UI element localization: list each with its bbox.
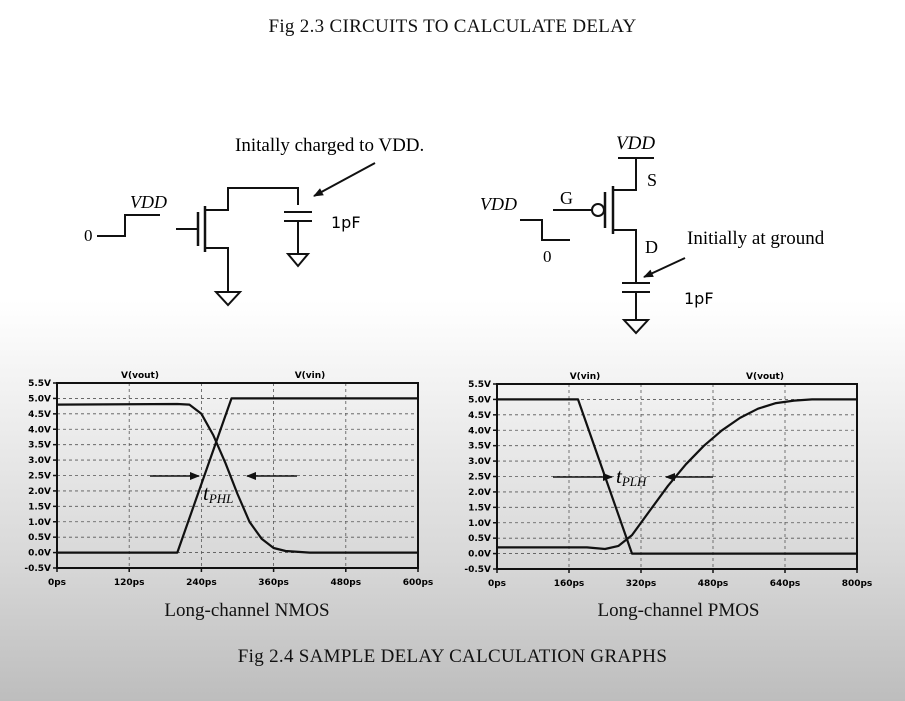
- pmos-x-tick-label: 800ps: [842, 579, 873, 589]
- pmos-delay-chart: 5.5V 5.0V 4.5V 4.0V 3.5V 3.0V 2.5V 2.0V 1.5V 1.0V…: [464, 372, 872, 589]
- nmos-cap-label: 1pF: [331, 213, 361, 232]
- nmos-annotation: Initally charged to VDD.: [235, 135, 424, 156]
- pmos-y-tick-label: 5.5V: [468, 380, 491, 390]
- pmos-chart-subtitle: Long-channel PMOS: [597, 600, 760, 621]
- nmos-x-tick-label: 360ps: [258, 578, 289, 588]
- pmos-circuit: [520, 157, 686, 335]
- pmos-drain-label: D: [645, 237, 658, 257]
- nmos-y-tick-label: 5.0V: [28, 394, 51, 404]
- nmos-input-low-label: 0: [84, 226, 93, 245]
- nmos-y-tick-label: 0.0V: [28, 549, 51, 559]
- pmos-cap-label: 1pF: [684, 289, 714, 308]
- pmos-y-tick-label: 1.5V: [468, 503, 491, 513]
- pmos-gate-label: G: [560, 188, 573, 208]
- nmos-y-tick-label: 1.5V: [28, 502, 51, 512]
- nmos-x-tick-label: 240ps: [186, 578, 217, 588]
- nmos-y-tick-label: 3.5V: [28, 441, 51, 451]
- pmos-x-tick-label: 640ps: [770, 579, 801, 589]
- nmos-y-tick-label: 4.0V: [28, 425, 51, 435]
- pmos-y-tick-label: 0.5V: [468, 534, 491, 544]
- nmos-y-tick-label: 3.0V: [28, 456, 51, 466]
- figure-2-4-caption: Fig 2.4 SAMPLE DELAY CALCULATION GRAPHS: [237, 646, 668, 667]
- pmos-series-label: V(vout): [746, 372, 784, 382]
- pmos-y-tick-label: 0.0V: [468, 550, 491, 560]
- pmos-series-vvout: [497, 398, 857, 551]
- pmos-x-tick-label: 480ps: [698, 579, 729, 589]
- pmos-y-tick-label: 2.0V: [468, 488, 491, 498]
- nmos-x-tick-label: 480ps: [331, 578, 362, 588]
- nmos-y-tick-label: 1.0V: [28, 518, 51, 528]
- pmos-y-tick-label: 1.0V: [468, 519, 491, 529]
- pmos-y-tick-label: 2.5V: [468, 473, 491, 483]
- pmos-x-tick-label: 320ps: [626, 579, 657, 589]
- nmos-input-step: [97, 214, 160, 237]
- nmos-chart-subtitle: Long-channel NMOS: [164, 600, 330, 621]
- pmos-y-tick-label: 4.0V: [468, 426, 491, 436]
- nmos-delay-annotation: tPHL: [203, 481, 233, 506]
- nmos-series-label: V(vout): [121, 371, 159, 381]
- nmos-y-tick-label: 2.0V: [28, 487, 51, 497]
- pmos-delay-annotation: tPLH: [616, 464, 647, 489]
- pmos-annotation: Initially at ground: [687, 228, 825, 249]
- nmos-delay-chart: 5.5V 5.0V 4.5V 4.0V 3.5V 3.0V 2.5V 2.0V 1.5V 1.0V…: [24, 371, 433, 588]
- pmos-series-label: V(vin): [570, 372, 601, 382]
- nmos-y-tick-label: -0.5V: [24, 564, 51, 574]
- pmos-y-tick-label: 3.5V: [468, 442, 491, 452]
- pmos-supply-label: VDD: [616, 133, 655, 154]
- nmos-series-label: V(vin): [295, 371, 326, 381]
- nmos-series-vvout: [56, 402, 418, 554]
- pmos-y-tick-label: 5.0V: [468, 395, 491, 405]
- pmos-input-high-label: VDD: [480, 194, 517, 214]
- pmos-source-label: S: [647, 170, 657, 190]
- pmos-y-tick-label: -0.5V: [464, 565, 491, 575]
- nmos-y-tick-label: 4.5V: [28, 410, 51, 420]
- pmos-y-tick-label: 3.0V: [468, 457, 491, 467]
- nmos-circuit: [97, 162, 376, 307]
- nmos-y-tick-label: 2.5V: [28, 472, 51, 482]
- nmos-input-high-label: VDD: [130, 192, 167, 212]
- pmos-input-low-label: 0: [543, 247, 552, 266]
- pmos-y-tick-label: 4.5V: [468, 411, 491, 421]
- figure-2-3-caption: Fig 2.3 CIRCUITS TO CALCULATE DELAY: [268, 16, 637, 37]
- nmos-y-tick-label: 5.5V: [28, 379, 51, 389]
- pmos-input-step: [520, 219, 570, 241]
- pmos-x-tick-label: 0ps: [488, 579, 506, 589]
- nmos-series-vvin: [57, 397, 418, 554]
- nmos-x-tick-label: 600ps: [403, 578, 434, 588]
- nmos-y-tick-label: 0.5V: [28, 533, 51, 543]
- nmos-x-tick-label: 0ps: [48, 578, 66, 588]
- nmos-x-tick-label: 120ps: [114, 578, 145, 588]
- pmos-x-tick-label: 160ps: [554, 579, 585, 589]
